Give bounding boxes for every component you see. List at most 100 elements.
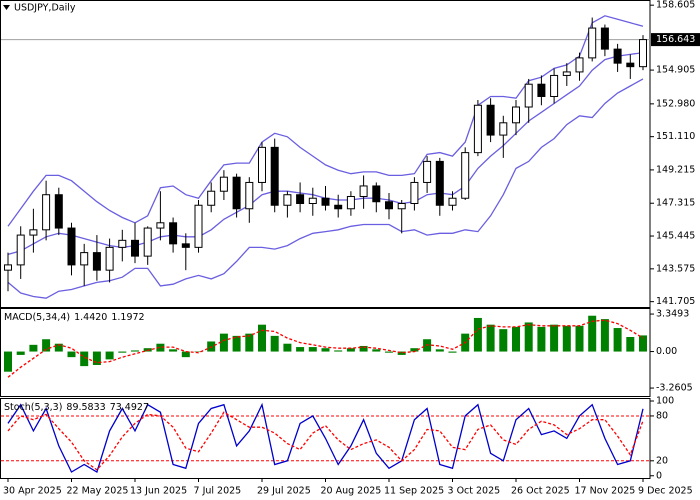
- panel-title: MACD(5,34,4): [4, 312, 70, 323]
- macd-bar: [118, 351, 127, 353]
- macd-bar: [80, 351, 89, 367]
- x-tick-label: 30 Apr 2025: [3, 486, 62, 497]
- candle-body: [461, 152, 470, 199]
- candle-body: [334, 204, 343, 210]
- candle-body: [397, 202, 406, 210]
- signal-line: [7, 319, 644, 378]
- macd-bar: [131, 350, 139, 352]
- y-tick-label: 151.110: [656, 131, 695, 142]
- macd-bar: [385, 351, 393, 353]
- y-tick-label: -3.2605: [656, 383, 693, 394]
- macd-bar: [169, 349, 178, 352]
- macd-bar: [245, 333, 254, 352]
- candle-body: [537, 83, 546, 97]
- candle-body: [283, 194, 292, 206]
- y-tick-label: 143.575: [656, 263, 695, 274]
- x-tick-label: 22 May 2025: [67, 486, 129, 497]
- panel-frame: [0, 0, 651, 308]
- macd-bar: [372, 349, 381, 352]
- candle-body: [473, 104, 482, 154]
- last-price-label: 156.643: [656, 34, 695, 45]
- candle-body: [16, 234, 25, 266]
- candle-body: [92, 252, 101, 271]
- macd-bar: [219, 333, 228, 352]
- candle-body: [4, 264, 12, 271]
- y-tick-label: 152.980: [656, 98, 695, 109]
- macd-bar: [550, 324, 559, 352]
- macd-bar: [562, 325, 571, 352]
- macd-bar: [42, 339, 51, 352]
- macd-bar: [321, 348, 330, 352]
- panel-header: Stoch(5,3,3) 89.5833 73.4927: [4, 402, 149, 413]
- candle-body: [219, 176, 228, 192]
- candle-body: [372, 185, 381, 203]
- bollinger-band: [7, 15, 644, 227]
- y-tick-label: 3.3493: [656, 309, 689, 320]
- macd-bar: [397, 351, 406, 355]
- macd-bar: [232, 335, 241, 352]
- y-tick-label: 80: [656, 410, 668, 421]
- stoch-line: [7, 411, 644, 471]
- candle-body: [80, 252, 89, 266]
- candle-body: [181, 243, 190, 248]
- x-tick-label: 29 Jul 2025: [257, 486, 311, 497]
- candle-body: [156, 222, 165, 229]
- macd-bar: [4, 351, 12, 372]
- y-tick-label: 145.445: [656, 231, 695, 242]
- candle-body: [321, 197, 330, 206]
- macd-bar: [600, 319, 609, 352]
- macd-bar: [486, 324, 495, 352]
- panel-header: MACD(5,34,4) 1.4420 1.1972: [4, 312, 145, 323]
- x-tick-label: 20 Aug 2025: [321, 486, 382, 497]
- macd-bar: [588, 315, 597, 352]
- header-value: 1.4420: [74, 312, 107, 323]
- macd-bar: [435, 349, 444, 352]
- candle-body: [67, 227, 76, 266]
- macd-bar: [346, 348, 355, 352]
- macd-bar: [181, 351, 190, 358]
- candle-body: [258, 146, 266, 183]
- last-price-box: [651, 33, 700, 47]
- y-tick-label: 0.00: [656, 346, 677, 357]
- y-tick-label: 141.705: [656, 296, 695, 307]
- macd-bar: [512, 326, 520, 352]
- macd-bar: [308, 347, 317, 352]
- x-tick-label: 26 Oct 2025: [511, 486, 570, 497]
- macd-bar: [626, 336, 635, 352]
- panel-frame: [0, 308, 651, 397]
- candle-body: [270, 146, 279, 206]
- y-tick-label: 0: [656, 470, 662, 481]
- symbol-icon: [3, 5, 10, 10]
- candle-body: [118, 239, 127, 248]
- header-value: 73.4927: [110, 402, 149, 413]
- candle-body: [499, 122, 508, 136]
- x-tick-label: 7 Jul 2025: [194, 486, 242, 497]
- macd-bar: [537, 326, 546, 352]
- panel-title: Stoch(5,3,3): [4, 402, 62, 413]
- candle-body: [359, 185, 368, 197]
- candle-body: [626, 62, 635, 68]
- candle-body: [385, 201, 393, 210]
- candle-body: [639, 39, 647, 68]
- macd-bar: [359, 345, 368, 352]
- candle-body: [435, 160, 444, 206]
- candle-body: [42, 194, 51, 231]
- macd-bar: [16, 351, 25, 355]
- candle-body: [448, 197, 457, 206]
- macd-bar: [283, 343, 292, 352]
- candle-body: [105, 246, 114, 271]
- candle-body: [131, 239, 139, 257]
- candle-body: [613, 48, 622, 64]
- x-tick-label: 17 Nov 2025: [575, 486, 636, 497]
- macd-bar: [29, 344, 38, 352]
- y-tick-label: 147.315: [656, 198, 695, 209]
- macd-bar: [448, 351, 457, 353]
- stoch-line: [7, 402, 644, 473]
- macd-bar: [575, 325, 584, 352]
- x-tick-label: 3 Oct 2025: [448, 486, 501, 497]
- chart-title: USDJPY,Daily: [14, 3, 76, 14]
- y-tick-label: 149.215: [656, 164, 695, 175]
